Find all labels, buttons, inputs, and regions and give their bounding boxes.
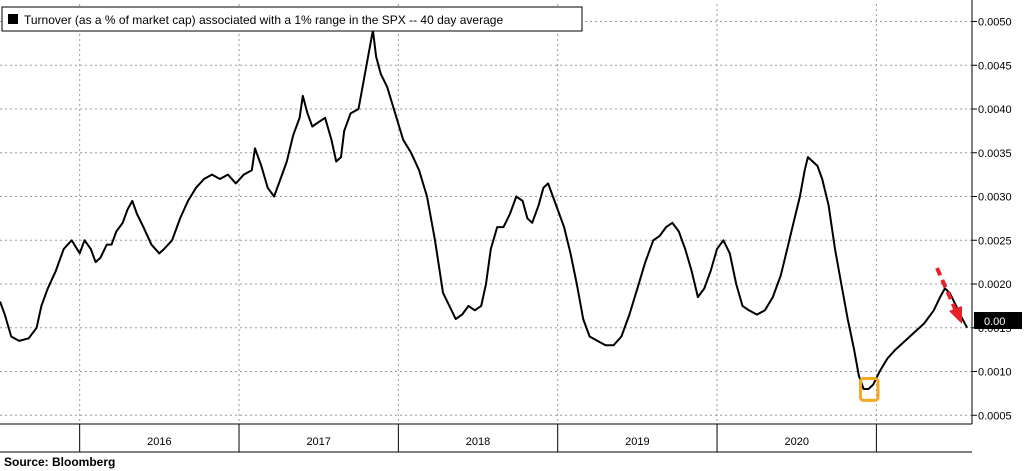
x-tick-label: 2016 [147,436,171,448]
highlight-box [858,377,880,402]
legend-swatch [8,14,18,24]
last-value-label: 0.00 [984,316,1005,328]
legend-box [1,6,583,32]
y-tick-label: 0.0030 [978,192,1012,204]
trend-arrow-shaft [935,267,958,312]
y-tick-label: 0.0010 [978,367,1012,379]
series-line [0,29,969,390]
x-axis-band: 2016 2017 2018 2019 2020 [0,423,972,453]
y-tick-label: 0.0035 [978,148,1012,160]
legend: Turnover (as a % of market cap) associat… [1,6,583,32]
trend-arrow-head [949,306,962,324]
annotations-layer [858,267,962,402]
last-value-box [974,312,1022,329]
x-tick-label: 2017 [306,436,330,448]
y-tick-label: 0.0045 [978,60,1012,72]
last-value-badge: 0.00 [974,312,1022,329]
y-tick-label: 0.0040 [978,104,1012,116]
y-tick-label: 0.0025 [978,235,1012,247]
source-label: Source: Bloomberg [4,455,115,469]
y-tick-label: 0.0050 [978,17,1012,29]
x-tick-label: 2020 [784,436,808,448]
y-tick-label: 0.0020 [978,279,1012,291]
x-tick-label: 2018 [466,436,490,448]
x-tick-label: 2019 [625,436,649,448]
chart-title: Turnover (as a % of market cap) associat… [24,13,503,27]
series-layer [0,29,969,390]
y-tick-label: 0.0005 [978,410,1012,422]
